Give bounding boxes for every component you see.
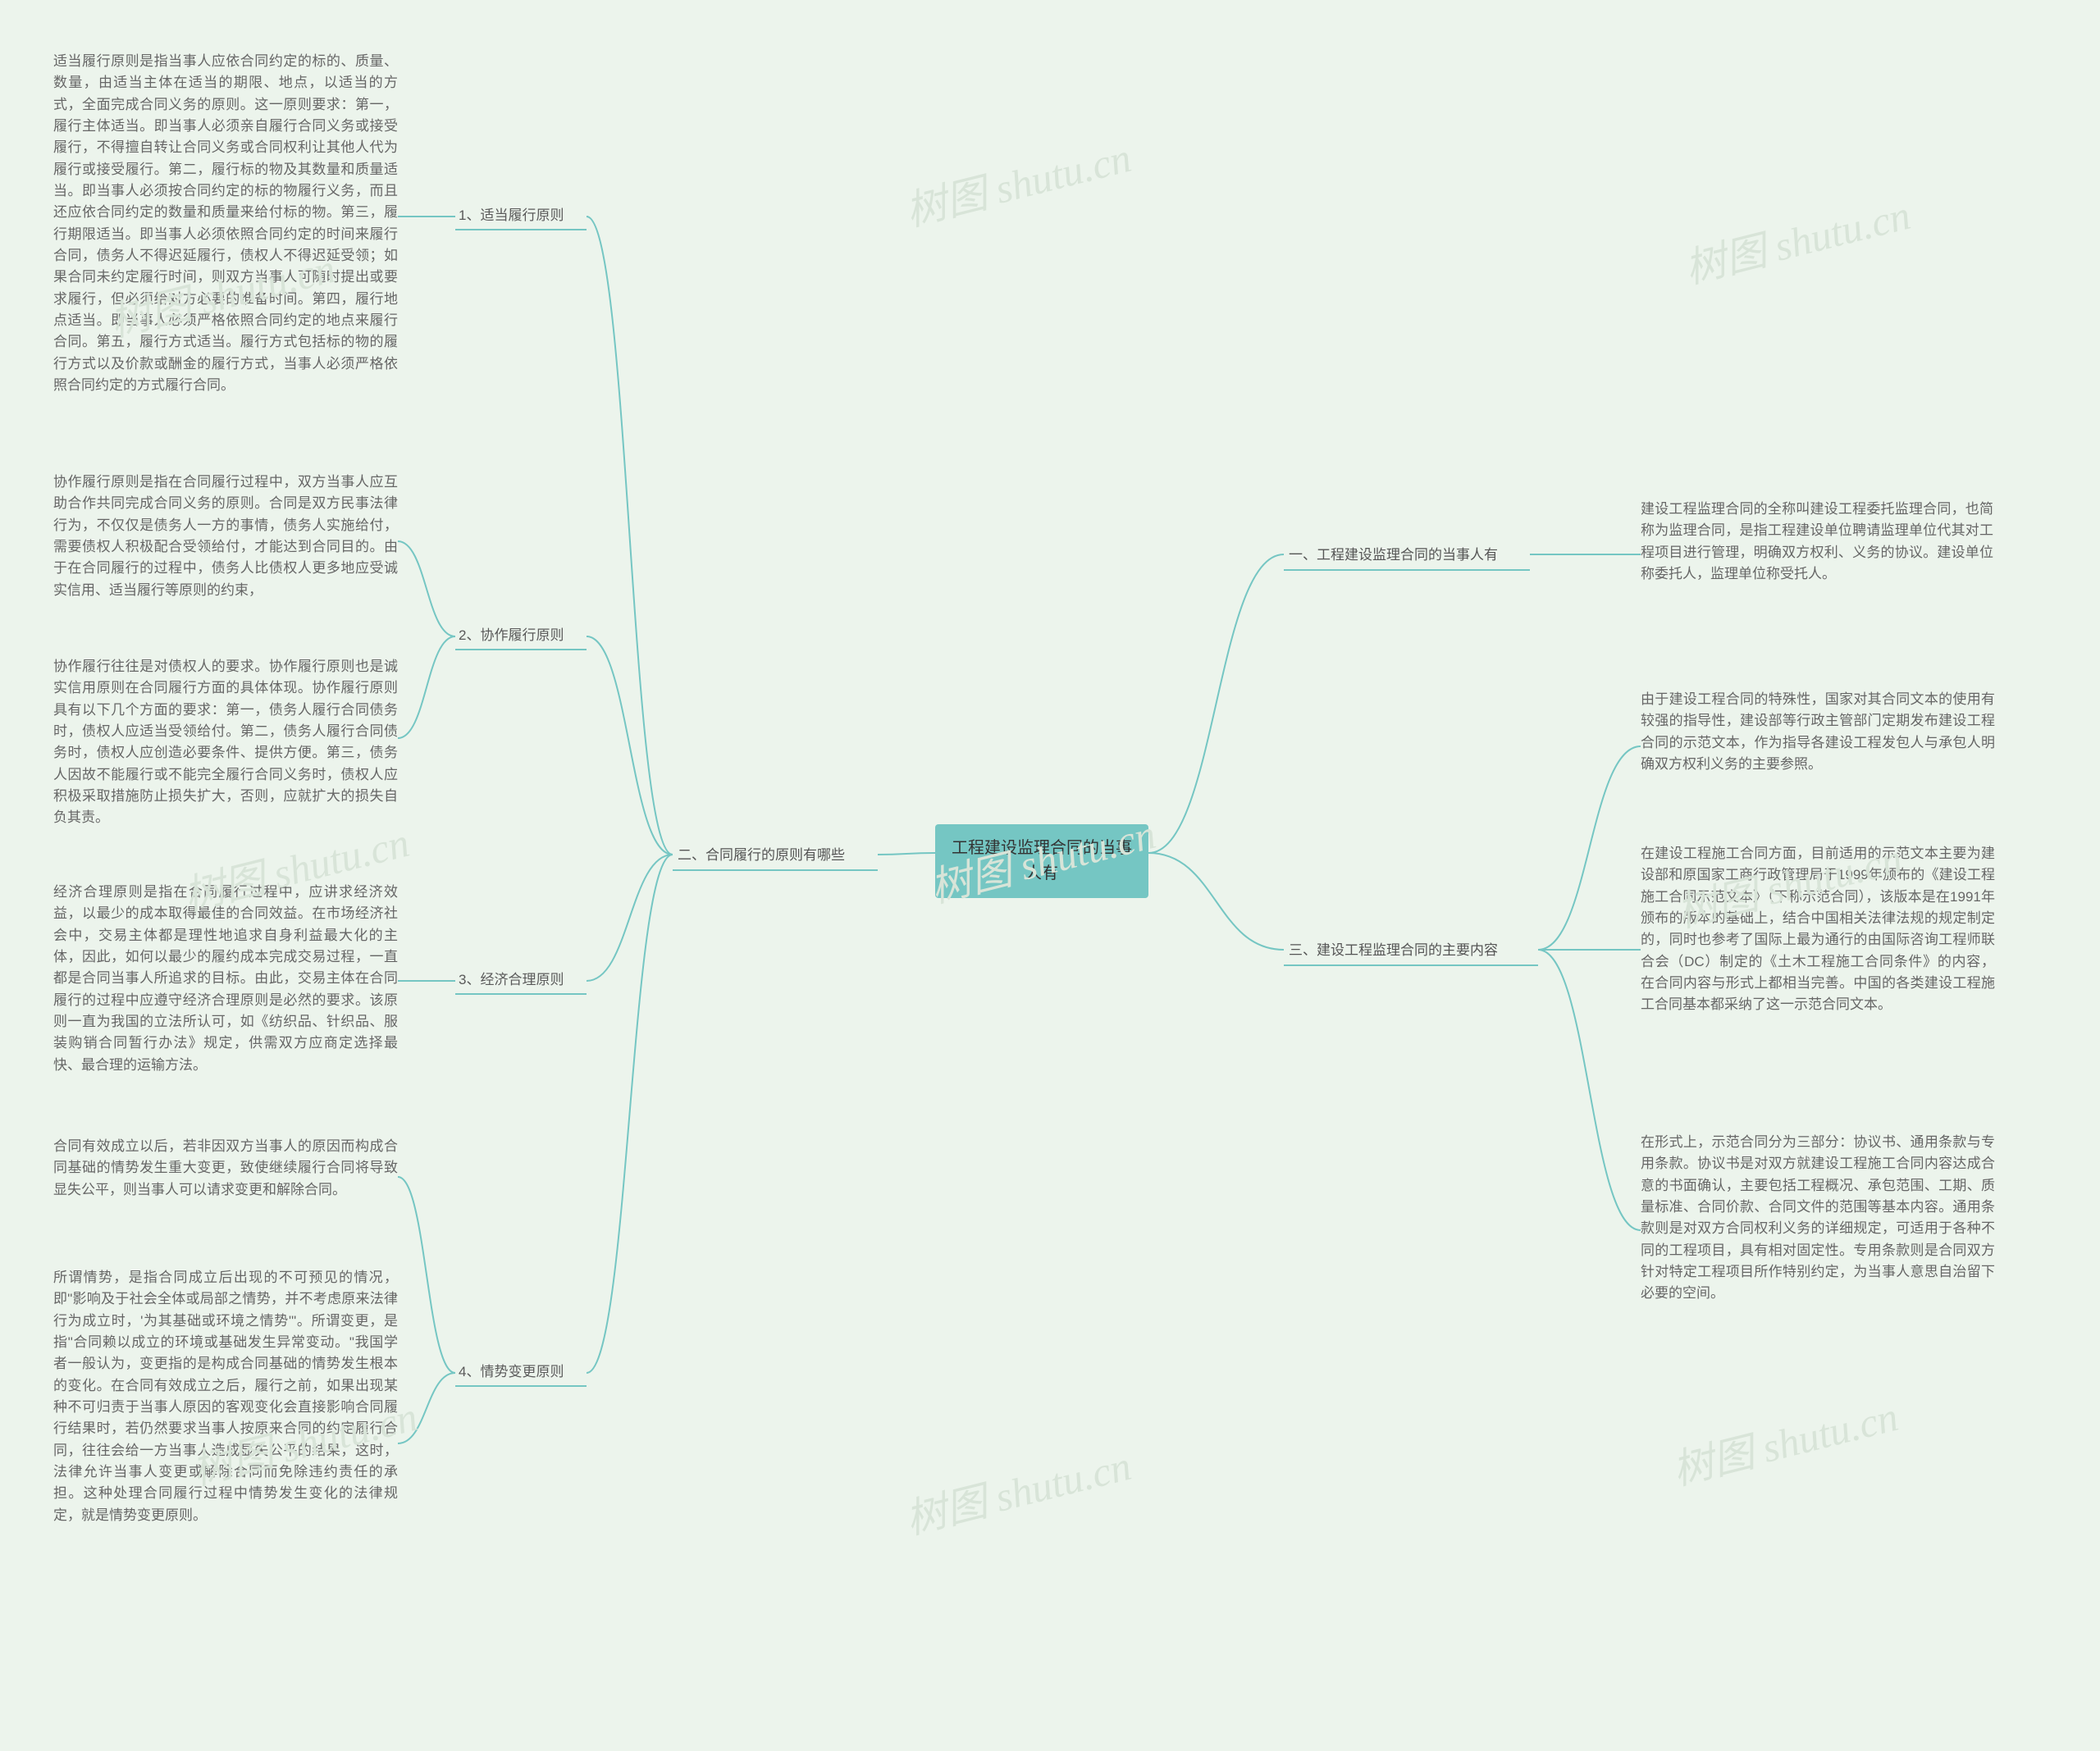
root-text-line1: 工程建设监理合同的当事 — [950, 836, 1134, 861]
branch-r2: 三、建设工程监理合同的主要内容 — [1284, 938, 1538, 966]
mindmap-canvas: 工程建设监理合同的当事 人有 一、工程建设监理合同的当事人有 建设工程监理合同的全… — [0, 0, 2100, 1751]
sub-l3: 3、经济合理原则 — [455, 969, 587, 995]
leaf-l2b: 协作履行往往是对债权人的要求。协作履行原则也是诚实信用原则在合同履行方面的具体体… — [53, 656, 398, 829]
leaf-l2a: 协作履行原则是指在合同履行过程中，双方当事人应互助合作共同完成合同义务的原则。合… — [53, 472, 398, 601]
leaf-r1a: 建设工程监理合同的全称叫建设工程委托监理合同，也简称为监理合同，是指工程建设单位… — [1641, 499, 1993, 585]
root-text-line2: 人有 — [950, 861, 1134, 887]
leaf-r2a: 由于建设工程合同的特殊性，国家对其合同文本的使用有较强的指导性，建设部等行政主管… — [1641, 689, 1995, 775]
root-node: 工程建设监理合同的当事 人有 — [935, 824, 1148, 898]
sub-l1: 1、适当履行原则 — [455, 205, 587, 230]
leaf-l3a: 经济合理原则是指在合同履行过程中，应讲求经济效益，以最少的成本取得最佳的合同效益… — [53, 882, 398, 1076]
leaf-l1a: 适当履行原则是指当事人应依合同约定的标的、质量、数量，由适当主体在适当的期限、地… — [53, 51, 398, 397]
leaf-l4b: 所谓情势，是指合同成立后出现的不可预见的情况，即"影响及于社会全体或局部之情势，… — [53, 1267, 398, 1526]
watermark-1: 树图 shutu.cn — [898, 125, 1136, 238]
sub-l4: 4、情势变更原则 — [455, 1361, 587, 1387]
leaf-r2b: 在建设工程施工合同方面，目前适用的示范文本主要为建设部和原国家工商行政管理局于1… — [1641, 843, 1995, 1016]
watermark-8: 树图 shutu.cn — [1665, 1384, 1903, 1497]
sub-l2: 2、协作履行原则 — [455, 625, 587, 650]
watermark-2: 树图 shutu.cn — [1678, 182, 1915, 295]
watermark-7: 树图 shutu.cn — [898, 1433, 1136, 1546]
leaf-l4a: 合同有效成立以后，若非因双方当事人的原因而构成合同基础的情势发生重大变更，致使继… — [53, 1136, 398, 1201]
leaf-r2c: 在形式上，示范合同分为三部分：协议书、通用条款与专用条款。协议书是对双方就建设工… — [1641, 1132, 1995, 1305]
branch-r1: 一、工程建设监理合同的当事人有 — [1284, 543, 1530, 571]
branch-l: 二、合同履行的原则有哪些 — [673, 843, 878, 871]
